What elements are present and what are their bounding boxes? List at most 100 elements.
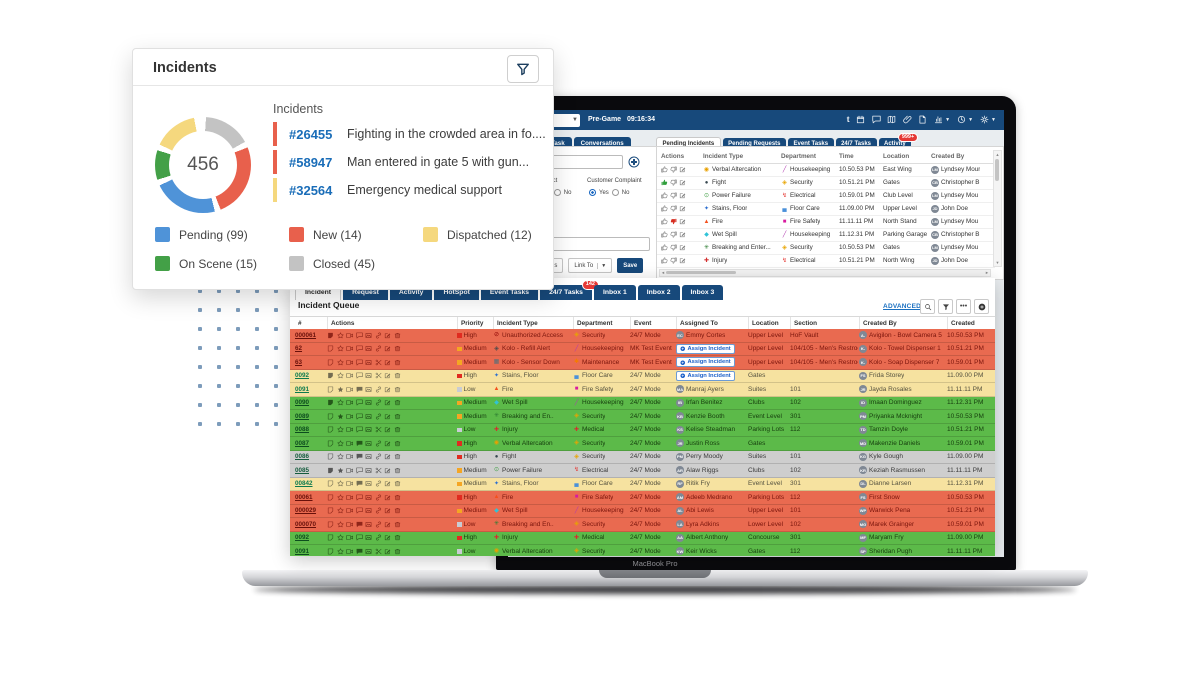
- star-icon[interactable]: [337, 426, 344, 433]
- tab-24-7-tasks[interactable]: 24/7 Tasks 142: [540, 280, 599, 300]
- edit-icon[interactable]: [679, 166, 686, 173]
- edit-icon[interactable]: [384, 480, 391, 487]
- add-icon[interactable]: [628, 155, 640, 173]
- edit-icon[interactable]: [384, 399, 391, 406]
- edit-icon[interactable]: [679, 205, 686, 212]
- star-icon[interactable]: [337, 332, 344, 339]
- thumb-down-icon[interactable]: [670, 231, 677, 238]
- incident-list-item[interactable]: #58947 Man entered in gate 5 with gun...: [273, 149, 547, 175]
- incident-row[interactable]: 000070 Low ✳ Breaking and En.. ◈ Security …: [290, 518, 995, 532]
- edit-icon[interactable]: [679, 244, 686, 251]
- trash-icon[interactable]: [394, 453, 401, 460]
- note-icon[interactable]: [327, 359, 334, 366]
- incident-row[interactable]: 62 Medium ◈ Kolo - Refill Alert ╱ Housekee…: [290, 342, 995, 356]
- link-to-button[interactable]: Link To ▼: [568, 258, 613, 273]
- image-icon[interactable]: [365, 467, 372, 474]
- incident-id-link[interactable]: 00842: [295, 480, 313, 488]
- unlink-icon[interactable]: [375, 467, 382, 474]
- incident-id-link[interactable]: 000070: [295, 520, 317, 528]
- incident-id-link[interactable]: 0088: [295, 426, 310, 434]
- edit-icon[interactable]: [679, 257, 686, 264]
- video-icon[interactable]: [346, 507, 353, 514]
- edit-icon[interactable]: [384, 332, 391, 339]
- more-button[interactable]: •••: [956, 299, 971, 314]
- edit-icon[interactable]: [384, 359, 391, 366]
- pending-incident-row[interactable]: ◆ Wet Spill ╱ Housekeeping 11.12.31 PM Par…: [657, 228, 995, 242]
- incident-id-link[interactable]: #26455: [289, 126, 333, 142]
- edit-icon[interactable]: [384, 467, 391, 474]
- star-icon[interactable]: [337, 494, 344, 501]
- trash-icon[interactable]: [394, 521, 401, 528]
- incident-id-link[interactable]: #32564: [289, 182, 333, 198]
- incident-id-link[interactable]: 000029: [295, 507, 317, 515]
- incident-id-link[interactable]: 62: [295, 345, 303, 353]
- edit-icon[interactable]: [384, 494, 391, 501]
- chat-icon[interactable]: [356, 534, 363, 541]
- star-icon[interactable]: [337, 372, 344, 379]
- reports-icon[interactable]: [934, 115, 943, 124]
- edit-icon[interactable]: [384, 426, 391, 433]
- assign-incident-button[interactable]: Assign Incident: [676, 370, 735, 381]
- note-icon[interactable]: [327, 480, 334, 487]
- unlink-icon[interactable]: [375, 359, 382, 366]
- incident-id-link[interactable]: 0091: [295, 385, 310, 393]
- video-icon[interactable]: [346, 426, 353, 433]
- history-icon[interactable]: [957, 115, 966, 124]
- video-icon[interactable]: [346, 372, 353, 379]
- note-icon[interactable]: [327, 494, 334, 501]
- image-icon[interactable]: [365, 507, 372, 514]
- pending-incident-row[interactable]: ✦ Stains, Floor ▄ Floor Care 11.09.00 PM U…: [657, 202, 995, 216]
- image-icon[interactable]: [365, 521, 372, 528]
- link-icon[interactable]: [375, 332, 382, 339]
- note-icon[interactable]: [327, 386, 334, 393]
- incident-row[interactable]: 0092 High ✚ Injury ✚ Medical 24/7 Mode AA A…: [290, 531, 995, 545]
- link-icon[interactable]: [375, 534, 382, 541]
- thumb-up-icon[interactable]: [661, 166, 668, 173]
- unlink-icon[interactable]: [375, 548, 382, 555]
- edit-icon[interactable]: [384, 507, 391, 514]
- thumb-up-icon[interactable]: [661, 218, 668, 225]
- edit-icon[interactable]: [384, 453, 391, 460]
- incident-list-item[interactable]: #26455 Fighting in the crowded area in f…: [273, 121, 547, 147]
- note-icon[interactable]: [327, 521, 334, 528]
- video-icon[interactable]: [346, 521, 353, 528]
- pending-incident-row[interactable]: ⊙ Power Failure ↯ Electrical 10.59.01 PM C…: [657, 189, 995, 203]
- image-icon[interactable]: [365, 386, 372, 393]
- incident-row[interactable]: 0091 Low ▲ Fire ■ Fire Safety 24/7 Mode MA…: [290, 383, 995, 397]
- chat-icon[interactable]: [356, 386, 363, 393]
- thumb-up-icon[interactable]: [661, 244, 668, 251]
- video-icon[interactable]: [346, 332, 353, 339]
- incident-row[interactable]: 0088 Low ✚ Injury ✚ Medical 24/7 Mode KS Ke…: [290, 423, 995, 437]
- trash-icon[interactable]: [394, 372, 401, 379]
- incident-id-link[interactable]: 0085: [295, 466, 310, 474]
- image-icon[interactable]: [365, 548, 372, 555]
- thumb-down-icon[interactable]: [670, 244, 677, 251]
- star-icon[interactable]: [337, 534, 344, 541]
- chat-icon[interactable]: [356, 426, 363, 433]
- incident-id-link[interactable]: 0092: [295, 534, 310, 542]
- incident-row[interactable]: 00061 High ▲ Fire ■ Fire Safety 24/7 Mode …: [290, 491, 995, 505]
- thumb-up-icon[interactable]: [661, 192, 668, 199]
- note-icon[interactable]: [327, 548, 334, 555]
- radio-no[interactable]: [553, 189, 561, 196]
- edit-icon[interactable]: [384, 386, 391, 393]
- incident-row[interactable]: 0092 High ✦ Stains, Floor ▄ Floor Care 24/…: [290, 369, 995, 383]
- messages-icon[interactable]: [872, 115, 881, 124]
- trash-icon[interactable]: [394, 345, 401, 352]
- image-icon[interactable]: [365, 413, 372, 420]
- thumb-down-icon[interactable]: [670, 192, 677, 199]
- chat-icon[interactable]: [356, 372, 363, 379]
- video-icon[interactable]: [346, 453, 353, 460]
- tab-inbox-1[interactable]: Inbox 1: [593, 285, 636, 300]
- thumb-up-icon[interactable]: [661, 179, 668, 186]
- link-icon[interactable]: [375, 440, 382, 447]
- edit-icon[interactable]: [384, 534, 391, 541]
- image-icon[interactable]: [365, 426, 372, 433]
- chat-icon[interactable]: [356, 480, 363, 487]
- tickets-icon[interactable]: t: [846, 114, 850, 124]
- chat-icon[interactable]: [356, 467, 363, 474]
- image-icon[interactable]: [365, 440, 372, 447]
- image-icon[interactable]: [365, 494, 372, 501]
- trash-icon[interactable]: [394, 480, 401, 487]
- star-icon[interactable]: [337, 507, 344, 514]
